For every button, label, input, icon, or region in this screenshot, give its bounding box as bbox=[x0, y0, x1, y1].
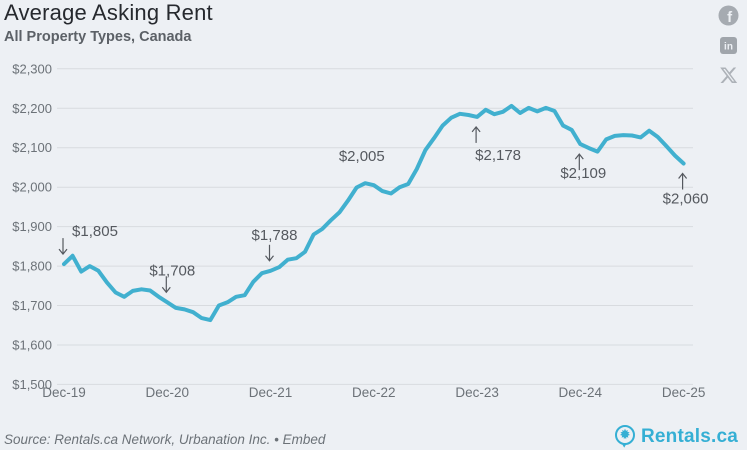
separator-bullet: • bbox=[274, 432, 279, 447]
logo-text: Rentals.ca bbox=[640, 425, 738, 447]
y-axis-tick-label: $1,900 bbox=[12, 219, 52, 234]
linkedin-share-icon[interactable]: in bbox=[720, 37, 737, 54]
y-axis-tick-label: $1,500 bbox=[12, 377, 52, 392]
y-axis-labels: $2,300 $2,200 $2,100 $2,000 $1,900 $1,800 $1,7… bbox=[12, 61, 52, 392]
x-axis-tick-label: Dec-24 bbox=[559, 385, 603, 400]
rent-line bbox=[62, 103, 686, 323]
series-line-group bbox=[62, 103, 686, 323]
y-axis-tick-label: $2,000 bbox=[12, 180, 52, 195]
y-axis-tick-label: $2,100 bbox=[12, 140, 52, 155]
gridlines bbox=[57, 68, 693, 385]
rentals-ca-logo[interactable]: Rentals.ca bbox=[613, 424, 738, 449]
y-axis-tick-label: $1,800 bbox=[12, 259, 52, 274]
y-axis-tick-label: $1,600 bbox=[12, 338, 52, 353]
x-axis-tick-label: Dec-19 bbox=[42, 385, 86, 400]
source-line: Source: Rentals.ca Network, Urbanation I… bbox=[4, 432, 325, 447]
facebook-circle bbox=[718, 5, 739, 26]
facebook-glyph: f bbox=[727, 9, 733, 26]
x-axis-tick-label: Dec-20 bbox=[146, 385, 190, 400]
x-twitter-share-icon[interactable] bbox=[720, 66, 738, 84]
x-axis-tick-label: Dec-23 bbox=[455, 385, 499, 400]
x-axis-labels: Dec-19 Dec-20 Dec-21 Dec-22 Dec-23 Dec-24 Dec-… bbox=[42, 385, 705, 400]
y-axis-tick-label: $1,700 bbox=[12, 298, 52, 313]
y-axis-tick-label: $2,300 bbox=[12, 61, 52, 76]
x-axis-tick-label: Dec-25 bbox=[662, 385, 706, 400]
source-text: Source: Rentals.ca Network, Urbanation I… bbox=[4, 432, 271, 447]
x-glyph bbox=[720, 67, 738, 83]
y-axis-tick-label: $2,200 bbox=[12, 101, 52, 116]
page-title: Average Asking Rent bbox=[4, 0, 213, 25]
linkedin-square bbox=[720, 37, 737, 54]
annotations-group: $1,805 $1,708 $1,788 $2,005 $2,178 $2,109 $2,0… bbox=[58, 125, 709, 294]
embed-link[interactable]: Embed bbox=[282, 432, 326, 447]
annotation-label: $2,005 bbox=[339, 148, 385, 165]
x-axis-tick-label: Dec-21 bbox=[249, 385, 293, 400]
maple-leaf-pin-icon bbox=[614, 425, 635, 448]
annotation-label: $1,805 bbox=[72, 223, 118, 240]
annotation-label: $1,708 bbox=[149, 262, 195, 279]
facebook-share-icon[interactable]: f bbox=[718, 5, 739, 26]
linkedin-glyph: in bbox=[724, 42, 733, 53]
annotation-label: $2,178 bbox=[475, 147, 521, 164]
annotation-label: $2,060 bbox=[663, 191, 709, 208]
annotation-label: $2,109 bbox=[560, 165, 606, 182]
page-subtitle: All Property Types, Canada bbox=[4, 29, 192, 45]
annotation-label: $1,788 bbox=[252, 227, 298, 244]
x-axis-tick-label: Dec-22 bbox=[352, 385, 396, 400]
